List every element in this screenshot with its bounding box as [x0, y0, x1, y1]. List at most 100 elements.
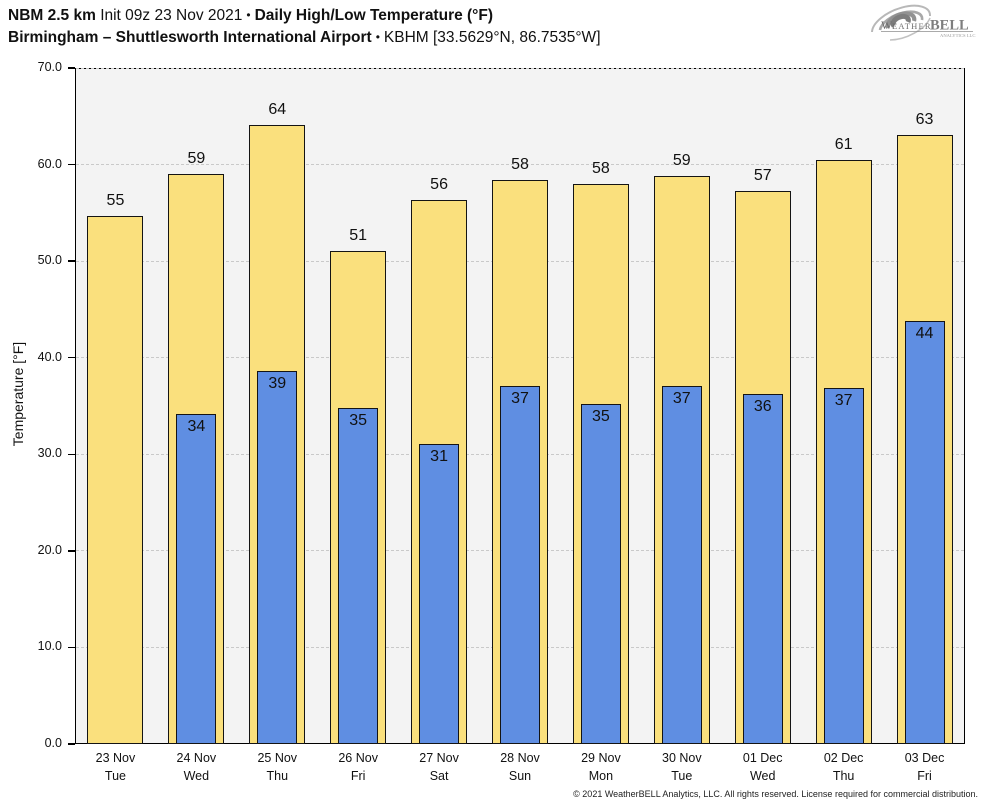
x-tick-date: 25 Nov	[257, 751, 298, 765]
bar-low	[661, 385, 702, 744]
x-tick-date: 29 Nov	[581, 751, 621, 765]
x-tick-date: 30 Nov	[662, 751, 702, 765]
bar-low	[338, 407, 379, 744]
bar-low	[580, 404, 621, 744]
y-tick-mark	[68, 646, 75, 649]
high-value-label: 51	[349, 226, 368, 244]
weatherbell-logo: W EATHER BELL ANALYTICS LLC	[871, 4, 975, 41]
x-tick-day: Wed	[749, 769, 776, 783]
bar-high	[87, 215, 144, 744]
y-tick-label: 70.0	[37, 60, 62, 74]
logo-analytics-text: ANALYTICS LLC	[940, 33, 975, 38]
y-tick-label: 50.0	[37, 253, 62, 268]
low-value-label: 35	[349, 411, 368, 429]
x-tick-label: 24 Nov Wed	[151, 749, 241, 785]
x-tick-date: 01 Dec	[742, 751, 783, 765]
x-tick-day: Thu	[266, 769, 289, 783]
low-value-label: 44	[915, 325, 934, 343]
title-model: NBM 2.5 km	[8, 7, 96, 24]
x-tick-date: 02 Dec	[823, 751, 864, 765]
bar-low	[823, 387, 864, 744]
subtitle-station: KBHM [33.5629°N, 86.7535°W]	[383, 29, 601, 46]
x-tick-label: 25 Nov Thu	[232, 749, 322, 785]
x-tick-day: Sat	[429, 769, 449, 783]
y-tick-mark	[68, 67, 75, 69]
y-tick-mark	[68, 550, 75, 552]
low-value-label: 34	[187, 417, 206, 435]
title-init: Init 09z 23 Nov 2021	[100, 7, 243, 24]
x-tick-label: 28 Nov Sun	[475, 749, 565, 785]
bar-low	[904, 321, 945, 744]
x-tick-day: Mon	[588, 769, 614, 783]
x-tick-date: 27 Nov	[419, 751, 459, 765]
x-tick-day: Tue	[671, 769, 693, 783]
high-value-label: 61	[834, 135, 853, 153]
logo-weather-text: EATHER	[892, 21, 932, 31]
x-tick-day: Tue	[104, 769, 126, 783]
x-tick-label: 29 Nov Mon	[556, 749, 646, 785]
high-value-label: 57	[753, 166, 772, 184]
bar-low	[419, 443, 460, 744]
title-separator: •	[246, 8, 251, 22]
x-tick-label: 30 Nov Tue	[637, 749, 727, 785]
y-tick-mark	[68, 453, 75, 455]
x-tick-date: 03 Dec	[904, 751, 945, 765]
low-value-label: 31	[430, 447, 448, 465]
y-tick-label: 40.0	[37, 349, 62, 364]
x-tick-date: 24 Nov	[176, 751, 217, 765]
x-tick-day: Fri	[350, 769, 366, 783]
high-value-label: 55	[106, 191, 125, 209]
bar-low	[742, 394, 783, 744]
x-tick-date: 23 Nov	[95, 751, 136, 765]
x-tick-date: 28 Nov	[500, 751, 540, 765]
logo-bell-text: BELL	[930, 18, 969, 34]
x-tick-day: Wed	[183, 769, 210, 783]
y-tick-label: 60.0	[37, 156, 62, 171]
high-value-label: 64	[268, 100, 287, 118]
x-tick-label: 01 Dec Wed	[718, 749, 808, 785]
y-gridline	[76, 164, 964, 166]
subtitle-location: Birmingham – Shuttlesworth International…	[8, 29, 372, 46]
title-product: Daily High/Low Temperature (°F)	[254, 7, 494, 24]
high-value-label: 56	[430, 176, 448, 194]
y-tick-mark	[68, 743, 75, 745]
y-tick-mark	[68, 357, 75, 359]
high-value-label: 63	[915, 110, 934, 128]
high-value-label: 59	[187, 150, 206, 168]
bar-low	[257, 371, 298, 744]
x-tick-day: Fri	[917, 769, 932, 783]
y-tick-mark	[68, 163, 75, 166]
high-value-label: 58	[592, 159, 610, 177]
y-axis-title: Temperature [°F]	[10, 341, 26, 447]
x-tick-label: 02 Dec Thu	[799, 749, 889, 785]
bar-low	[176, 413, 217, 744]
x-tick-label: 27 Nov Sat	[394, 749, 484, 785]
high-value-label: 58	[511, 156, 529, 174]
low-value-label: 37	[834, 391, 853, 409]
logo-weather-W: W	[881, 18, 893, 32]
subtitle-separator: •	[375, 30, 380, 44]
x-tick-day: Sun	[508, 769, 532, 783]
low-value-label: 37	[672, 389, 691, 407]
low-value-label: 36	[753, 398, 772, 416]
title-line-2: Birmingham – Shuttlesworth International…	[8, 27, 601, 49]
y-tick-label: 0.0	[44, 736, 62, 750]
low-value-label: 35	[592, 408, 610, 426]
x-tick-day: Thu	[832, 769, 855, 783]
title-line-1: NBM 2.5 km Init 09z 23 Nov 2021 • Daily Hi…	[8, 5, 601, 27]
y-tick-mark	[68, 260, 75, 262]
x-tick-date: 26 Nov	[338, 751, 378, 765]
x-tick-label: 26 Nov Fri	[313, 749, 403, 785]
x-tick-label: 23 Nov Tue	[70, 749, 160, 785]
y-tick-label: 10.0	[37, 639, 62, 654]
low-value-label: 39	[268, 375, 287, 393]
y-gridline	[76, 67, 964, 69]
low-value-label: 37	[511, 389, 529, 407]
copyright-notice: © 2021 WeatherBELL Analytics, LLC. All r…	[573, 789, 978, 799]
chart-header: NBM 2.5 km Init 09z 23 Nov 2021 • Daily Hi…	[8, 5, 601, 49]
x-tick-label: 03 Dec Fri	[880, 749, 970, 785]
high-value-label: 59	[672, 152, 691, 170]
hurricane-swirl-icon	[871, 4, 932, 41]
bar-low	[500, 385, 540, 744]
